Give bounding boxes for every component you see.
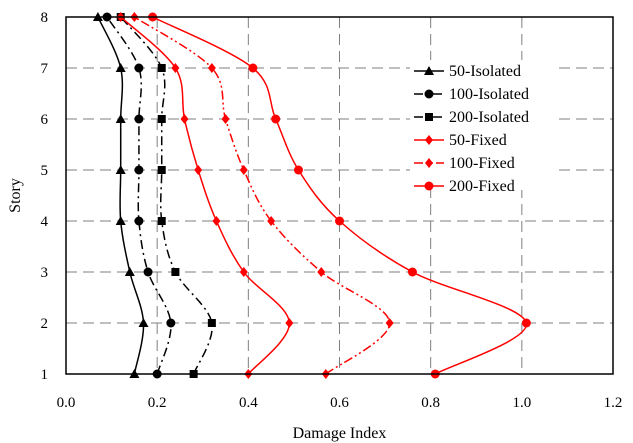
legend-label: 200-Fixed xyxy=(449,178,515,195)
legend: 50-Isolated 100-Isolated 200-Isolated 50-Fi… xyxy=(410,60,555,195)
legend-background xyxy=(410,60,555,190)
x-tick-label: 1.2 xyxy=(604,395,623,411)
data-point xyxy=(521,318,531,328)
legend-label: 100-Isolated xyxy=(449,86,529,103)
y-tick-label: 5 xyxy=(41,163,49,179)
data-point xyxy=(239,165,248,175)
legend-item: 50-Isolated xyxy=(414,63,521,80)
data-point xyxy=(157,166,166,174)
data-point xyxy=(212,216,221,226)
legend-marker xyxy=(424,89,434,99)
y-tick-label: 3 xyxy=(41,265,49,281)
data-point xyxy=(221,114,230,124)
plot-frame xyxy=(65,16,614,375)
legend-item: 50-Fixed xyxy=(414,132,507,149)
series-line xyxy=(97,16,145,375)
data-point xyxy=(171,63,180,73)
data-point xyxy=(317,267,326,277)
legend-label: 200-Isolated xyxy=(449,109,529,126)
legend-label: 100-Fixed xyxy=(449,155,515,172)
data-point xyxy=(124,267,135,276)
data-point xyxy=(239,267,248,277)
legend-marker xyxy=(424,181,434,191)
legend-item: 100-Fixed xyxy=(414,155,515,172)
data-point xyxy=(115,165,126,174)
tick-labels: 0.0 0.2 0.4 0.6 0.8 1.0 1.2 1 2 3 4 5 6 7 8 xyxy=(41,10,623,411)
data-point xyxy=(143,267,153,277)
data-point xyxy=(271,114,281,124)
data-point xyxy=(285,318,294,328)
data-point xyxy=(166,318,176,328)
data-point xyxy=(385,318,394,328)
x-tick-label: 0.2 xyxy=(148,395,167,411)
y-tick-label: 2 xyxy=(41,316,49,332)
series-100-fixed xyxy=(130,12,394,379)
data-point xyxy=(157,115,166,123)
legend-marker xyxy=(425,113,433,121)
data-point xyxy=(115,216,126,225)
x-tick-label: 0.4 xyxy=(239,395,258,411)
legend-item: 200-Isolated xyxy=(414,109,529,126)
legend-marker xyxy=(424,66,434,75)
legend-item: 100-Isolated xyxy=(414,86,529,103)
y-tick-label: 1 xyxy=(41,367,49,383)
data-point xyxy=(407,267,417,277)
data-point xyxy=(115,63,126,72)
data-point xyxy=(134,216,144,226)
x-tick-label: 0.0 xyxy=(57,395,76,411)
legend-label: 50-Isolated xyxy=(449,63,521,80)
y-tick-label: 6 xyxy=(41,112,49,128)
data-point xyxy=(134,114,144,124)
series-50-fixed xyxy=(116,12,294,379)
y-tick-label: 8 xyxy=(41,10,49,26)
x-tick-label: 1.0 xyxy=(512,395,531,411)
data-point xyxy=(207,319,216,327)
data-point xyxy=(335,216,344,226)
data-point xyxy=(171,268,180,276)
x-tick-label: 0.6 xyxy=(330,395,349,411)
data-point xyxy=(207,63,216,73)
x-axis-title: Damage Index xyxy=(293,425,387,442)
data-point xyxy=(180,114,189,124)
series-200-isolated xyxy=(116,13,216,378)
data-point xyxy=(138,318,149,327)
x-tick-label: 0.8 xyxy=(421,395,440,411)
data-point xyxy=(267,216,276,226)
legend-marker xyxy=(425,135,433,145)
legend-item: 200-Fixed xyxy=(414,178,515,195)
data-point xyxy=(134,63,144,73)
data-point xyxy=(157,217,166,225)
series-layer xyxy=(92,12,531,379)
legend-label: 50-Fixed xyxy=(449,132,507,149)
data-point xyxy=(134,165,144,175)
data-point xyxy=(194,165,203,175)
data-point xyxy=(248,63,258,73)
data-point xyxy=(293,165,303,175)
legend-marker xyxy=(425,158,433,168)
y-axis-title: Story xyxy=(7,178,24,213)
data-point xyxy=(157,64,166,72)
y-tick-label: 7 xyxy=(41,61,49,77)
data-point xyxy=(115,114,126,123)
y-tick-label: 4 xyxy=(41,214,49,230)
